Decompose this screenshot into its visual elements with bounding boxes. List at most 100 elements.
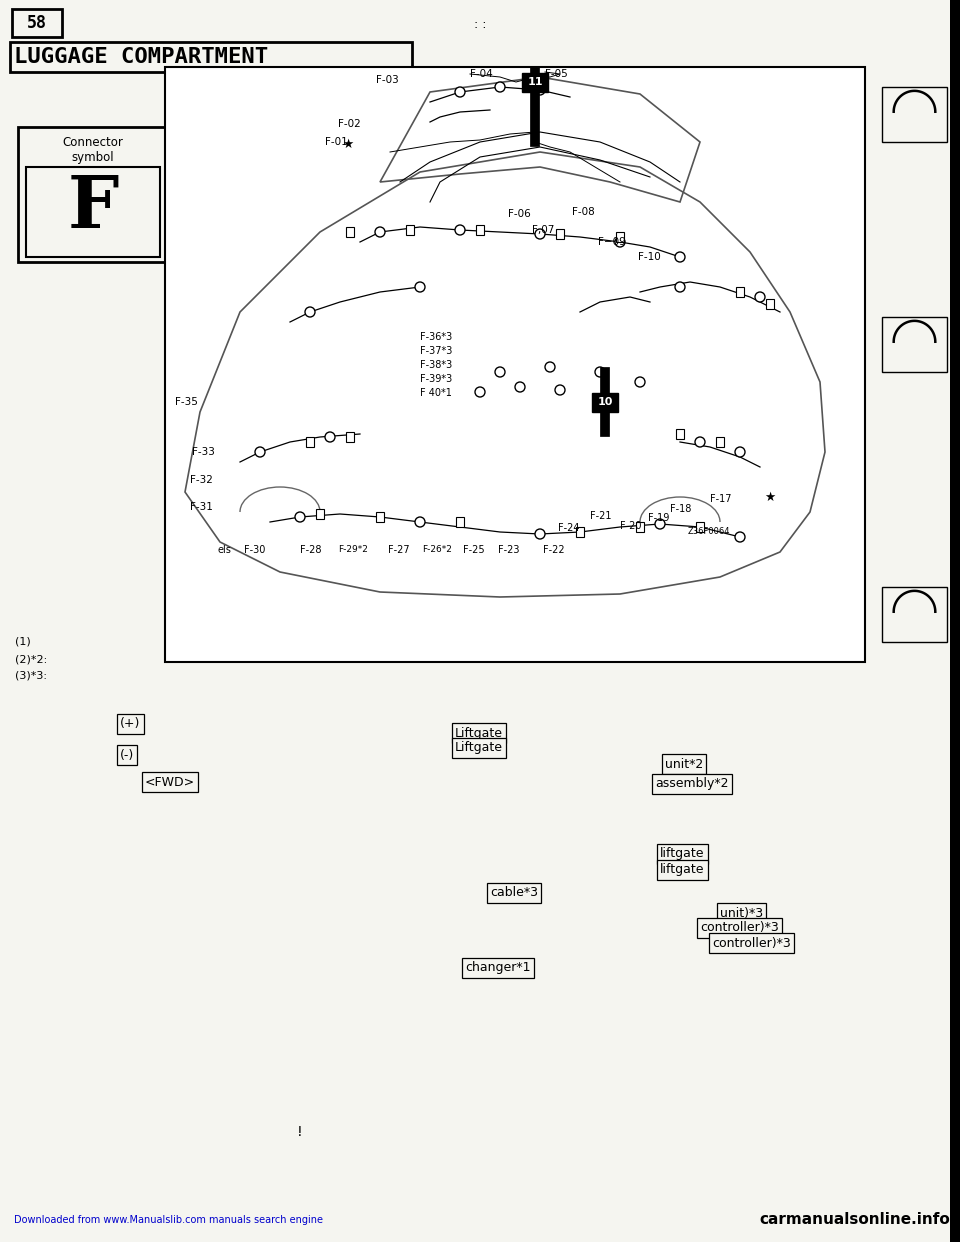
Text: F-30: F-30 xyxy=(244,545,265,555)
Circle shape xyxy=(305,307,315,317)
Text: F-08: F-08 xyxy=(572,207,595,217)
Text: F-01: F-01 xyxy=(325,137,348,147)
Bar xyxy=(522,73,548,92)
Text: F-29*2: F-29*2 xyxy=(338,545,368,554)
Bar xyxy=(716,437,724,447)
Bar xyxy=(950,0,960,1242)
Bar xyxy=(406,225,414,235)
Bar xyxy=(882,87,947,142)
Text: 58: 58 xyxy=(27,14,47,32)
Bar xyxy=(766,299,774,309)
Text: F-26*2: F-26*2 xyxy=(422,545,452,554)
Text: F,07: F,07 xyxy=(532,225,554,235)
Bar xyxy=(592,392,618,412)
Circle shape xyxy=(755,292,765,302)
FancyBboxPatch shape xyxy=(10,42,412,72)
Circle shape xyxy=(535,84,545,94)
Circle shape xyxy=(535,229,545,238)
Bar xyxy=(696,522,704,532)
Text: F-27: F-27 xyxy=(388,545,410,555)
Circle shape xyxy=(375,227,385,237)
Bar xyxy=(26,166,160,257)
Text: F-35: F-35 xyxy=(175,397,198,407)
Bar xyxy=(882,587,947,642)
Text: F-05: F-05 xyxy=(545,70,567,79)
Text: LUGGAGE COMPARTMENT: LUGGAGE COMPARTMENT xyxy=(14,47,268,67)
Text: F-38*3: F-38*3 xyxy=(420,360,452,370)
Text: controller)*3: controller)*3 xyxy=(712,936,791,949)
Bar xyxy=(736,287,744,297)
Text: F: F xyxy=(67,171,119,242)
Text: F-02: F-02 xyxy=(338,119,361,129)
Text: (2)*2:: (2)*2: xyxy=(15,655,47,664)
Text: F-28: F-28 xyxy=(300,545,322,555)
Text: Z36F0064: Z36F0064 xyxy=(688,528,731,537)
Text: F-32: F-32 xyxy=(190,474,213,484)
Text: F-21: F-21 xyxy=(590,510,612,520)
Circle shape xyxy=(675,252,685,262)
Bar xyxy=(165,67,865,662)
Text: carmanualsonline.info: carmanualsonline.info xyxy=(759,1212,950,1227)
Text: F-33: F-33 xyxy=(192,447,215,457)
Text: F-22: F-22 xyxy=(543,545,564,555)
Text: liftgate: liftgate xyxy=(660,863,705,877)
Bar xyxy=(556,229,564,238)
Text: ★: ★ xyxy=(764,491,776,503)
Text: unit*2: unit*2 xyxy=(665,758,704,770)
Bar xyxy=(18,127,168,262)
Text: symbol: symbol xyxy=(72,150,114,164)
Text: F-18: F-18 xyxy=(670,504,691,514)
Circle shape xyxy=(415,282,425,292)
Bar xyxy=(882,317,947,373)
Text: 10: 10 xyxy=(597,397,612,407)
Circle shape xyxy=(325,432,335,442)
Circle shape xyxy=(735,447,745,457)
Text: F-17: F-17 xyxy=(710,494,732,504)
Text: F-37*3: F-37*3 xyxy=(420,347,452,356)
Bar xyxy=(616,232,624,242)
Text: (3)*3:: (3)*3: xyxy=(15,671,47,681)
Circle shape xyxy=(455,225,465,235)
Text: F-24: F-24 xyxy=(558,523,580,533)
Text: (+): (+) xyxy=(120,718,140,730)
Circle shape xyxy=(495,366,505,378)
Circle shape xyxy=(475,388,485,397)
Circle shape xyxy=(515,383,525,392)
Text: F-19: F-19 xyxy=(648,513,669,523)
Text: F-04: F-04 xyxy=(470,70,492,79)
Text: (-): (-) xyxy=(120,749,134,761)
Text: F-25: F-25 xyxy=(463,545,485,555)
Text: F-03: F-03 xyxy=(376,75,398,84)
Circle shape xyxy=(455,87,465,97)
Circle shape xyxy=(635,378,645,388)
Bar xyxy=(636,522,644,532)
Text: <FWD>: <FWD> xyxy=(145,775,195,789)
Text: assembly*2: assembly*2 xyxy=(655,777,729,790)
Text: changer*1: changer*1 xyxy=(465,961,531,975)
Text: ★: ★ xyxy=(343,138,353,150)
Text: !: ! xyxy=(298,1125,302,1139)
Circle shape xyxy=(555,385,565,395)
Text: Downloaded from www.Manualslib.com manuals search engine: Downloaded from www.Manualslib.com manua… xyxy=(14,1215,323,1225)
Circle shape xyxy=(695,437,705,447)
Circle shape xyxy=(545,361,555,373)
Text: F-10: F-10 xyxy=(638,252,660,262)
Bar xyxy=(306,437,314,447)
Circle shape xyxy=(615,237,625,247)
Text: F-39*3: F-39*3 xyxy=(420,374,452,384)
Text: cable*3: cable*3 xyxy=(490,887,538,899)
Text: F−09: F−09 xyxy=(598,237,626,247)
Text: : :: : : xyxy=(473,17,487,31)
Text: F-20: F-20 xyxy=(620,520,641,532)
Text: F-23: F-23 xyxy=(498,545,519,555)
Text: liftgate: liftgate xyxy=(660,847,705,861)
Circle shape xyxy=(255,447,265,457)
Text: F-31: F-31 xyxy=(190,502,213,512)
Circle shape xyxy=(415,517,425,527)
Text: (1): (1) xyxy=(15,637,31,647)
Text: Connector: Connector xyxy=(62,135,124,149)
Text: Liftgate: Liftgate xyxy=(455,727,503,739)
Circle shape xyxy=(535,529,545,539)
Bar xyxy=(476,225,484,235)
Bar xyxy=(316,509,324,519)
